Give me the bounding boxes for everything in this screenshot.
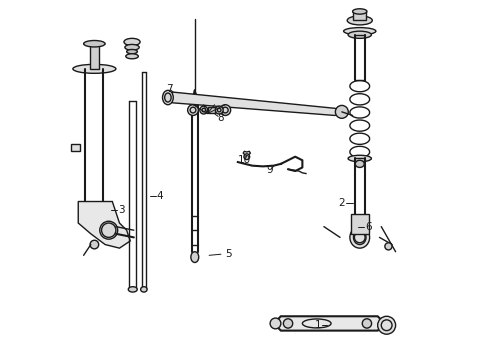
- Ellipse shape: [141, 287, 147, 292]
- Circle shape: [90, 240, 98, 249]
- Circle shape: [283, 319, 293, 328]
- Ellipse shape: [126, 54, 138, 59]
- Text: 6: 6: [366, 222, 372, 231]
- Polygon shape: [78, 202, 130, 248]
- Ellipse shape: [220, 105, 231, 116]
- Ellipse shape: [188, 105, 198, 116]
- Ellipse shape: [100, 221, 118, 239]
- Bar: [208, 107, 215, 113]
- Bar: [71, 144, 80, 151]
- Circle shape: [362, 319, 371, 328]
- Ellipse shape: [270, 318, 281, 329]
- Ellipse shape: [343, 28, 376, 35]
- Ellipse shape: [347, 16, 372, 25]
- Text: 9: 9: [266, 165, 273, 175]
- Text: 2: 2: [339, 198, 345, 208]
- Text: 5: 5: [225, 248, 232, 258]
- Ellipse shape: [128, 287, 137, 292]
- Circle shape: [378, 316, 395, 334]
- Ellipse shape: [125, 44, 139, 50]
- Ellipse shape: [348, 155, 371, 162]
- Ellipse shape: [84, 41, 105, 47]
- Ellipse shape: [191, 252, 199, 262]
- Circle shape: [335, 105, 348, 118]
- Text: 7: 7: [166, 84, 172, 94]
- Ellipse shape: [215, 106, 223, 114]
- Circle shape: [385, 243, 392, 250]
- Text: 10: 10: [238, 155, 251, 165]
- Bar: [351, 214, 368, 234]
- Ellipse shape: [73, 64, 116, 73]
- Ellipse shape: [350, 226, 369, 248]
- Ellipse shape: [124, 39, 140, 45]
- Ellipse shape: [355, 160, 364, 167]
- Ellipse shape: [163, 90, 173, 105]
- Ellipse shape: [348, 31, 371, 39]
- Polygon shape: [166, 92, 345, 116]
- Circle shape: [244, 154, 250, 159]
- Text: 8: 8: [217, 113, 224, 123]
- Ellipse shape: [353, 9, 367, 14]
- Ellipse shape: [126, 49, 137, 54]
- Text: 4: 4: [156, 191, 163, 201]
- Ellipse shape: [200, 106, 208, 114]
- Polygon shape: [274, 316, 385, 330]
- Text: 1: 1: [315, 320, 322, 330]
- Bar: [90, 44, 98, 69]
- Bar: [353, 12, 366, 21]
- Text: 3: 3: [118, 206, 124, 216]
